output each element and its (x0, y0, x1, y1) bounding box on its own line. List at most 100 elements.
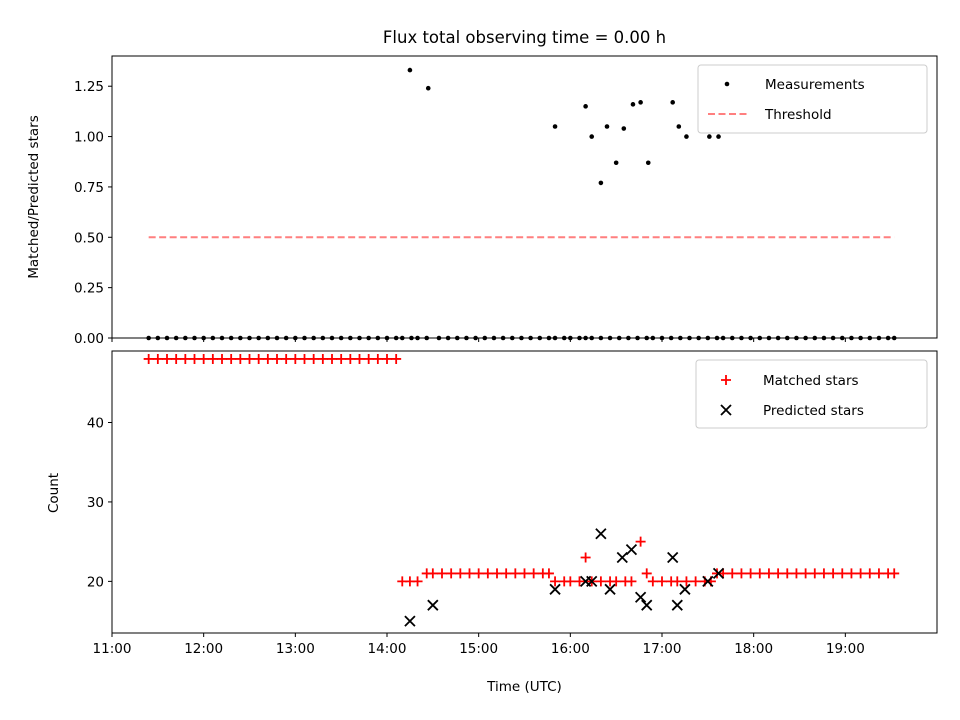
top-y-tick-label: 0.25 (74, 281, 104, 297)
matched-star-point (672, 576, 683, 587)
top-y-axis-label: Matched/Predicted stars (26, 115, 42, 278)
matched-star-point (492, 568, 502, 579)
matched-star-point (152, 353, 163, 364)
matched-star-point (727, 568, 738, 579)
matched-star-point (501, 568, 512, 579)
measurement-point (645, 160, 651, 166)
measurement-point (707, 134, 712, 139)
measurement-point (552, 124, 558, 129)
matched-star-point (681, 576, 692, 587)
matched-star-point (372, 353, 383, 364)
matched-star-point (253, 353, 264, 364)
matched-star-point (809, 568, 820, 579)
matched-star-point (800, 568, 811, 579)
legend-predicted-label: Predicted stars (763, 403, 864, 419)
matched-star-point (846, 568, 857, 579)
matched-star-point (226, 353, 237, 364)
matched-star-point (473, 568, 484, 579)
matched-star-point (626, 576, 637, 587)
bottom-data-marks (143, 353, 900, 627)
matched-star-point (207, 353, 218, 364)
predicted-star-point (604, 583, 616, 595)
bottom-y-axis-label: Count (46, 473, 62, 513)
matched-star-point (543, 568, 554, 579)
legend-measurements-marker (724, 81, 730, 87)
matched-star-point (873, 568, 884, 579)
matched-star-point (889, 568, 900, 579)
matched-star-point (595, 576, 606, 587)
top-legend: Measurements Threshold (697, 64, 928, 134)
matched-star-point (345, 353, 356, 364)
matched-star-point (773, 568, 784, 579)
top-y-tick-label: 0.00 (74, 331, 104, 347)
top-y-tick-label: 1.00 (74, 130, 104, 146)
measurement-point (407, 67, 413, 73)
matched-star-point (482, 568, 493, 579)
matched-star-point (437, 568, 447, 579)
predicted-star-point (586, 575, 598, 588)
matched-star-point (855, 568, 866, 579)
predicted-star-point (641, 599, 653, 611)
predicted-star-point (634, 591, 647, 603)
bottom-panel: Count Time (UTC) 20 30 40 11:00 12:00 13:00 14… (46, 350, 938, 695)
legend-measurements-label: Measurements (765, 77, 865, 93)
matched-star-point (745, 568, 756, 579)
matched-star-point (143, 353, 154, 364)
top-chart-title: Flux total observing time = 0.00 h (383, 28, 666, 47)
x-tick-label: 11:00 (93, 641, 132, 657)
measurement-point (613, 160, 619, 166)
predicted-star-point (549, 583, 561, 595)
matched-star-point (635, 536, 646, 547)
measurement-point (638, 100, 643, 105)
matched-star-point (791, 568, 802, 579)
matched-star-point (690, 576, 701, 587)
matched-star-point (427, 568, 438, 579)
top-y-tick-label: 1.25 (74, 79, 104, 95)
x-axis-label: Time (UTC) (486, 679, 562, 695)
predicted-star-point (702, 575, 714, 588)
measurement-point (684, 134, 689, 139)
matched-star-point (818, 568, 829, 579)
measurement-point (598, 180, 604, 186)
matched-star-point (550, 576, 561, 587)
matched-star-point (235, 353, 246, 364)
matched-star-point (308, 353, 319, 364)
predicted-star-point (679, 583, 691, 595)
legend-matched-marker (721, 375, 731, 385)
x-tick-label: 14:00 (368, 641, 407, 657)
top-panel: Flux total observing time = 0.00 h Match… (26, 28, 938, 347)
predicted-star-point (625, 543, 638, 556)
bottom-axes-frame (111, 350, 938, 634)
x-tick-label: 19:00 (826, 641, 865, 657)
matched-star-point (528, 568, 539, 579)
measurement-point (589, 134, 595, 139)
matched-star-point (171, 353, 182, 364)
matched-star-point (736, 568, 747, 579)
top-ticks: 0.00 0.25 0.50 0.75 1.00 1.25 (74, 79, 846, 347)
matched-star-point (336, 353, 347, 364)
matched-star-point (317, 353, 328, 364)
bottom-legend: Matched stars Predicted stars (695, 359, 928, 429)
top-legend-box (697, 64, 928, 134)
bottom-ticks: 20 30 40 11:00 12:00 13:00 14:00 15:00 16:00 17:0… (87, 415, 865, 657)
top-axes-frame (111, 55, 938, 339)
x-tick-label: 18:00 (734, 641, 773, 657)
bottom-y-tick-label: 30 (87, 495, 104, 511)
matched-star-point (299, 353, 310, 364)
bottom-legend-box (695, 359, 928, 429)
x-tick-label: 16:00 (551, 641, 590, 657)
legend-predicted-marker (720, 404, 732, 416)
matched-star-point (244, 353, 255, 364)
x-tick-label: 15:00 (459, 641, 498, 657)
bottom-y-tick-label: 20 (87, 574, 104, 590)
x-tick-label: 12:00 (184, 641, 223, 657)
predicted-star-point (667, 551, 679, 564)
matched-star-point (782, 568, 793, 579)
legend-matched-label: Matched stars (763, 373, 859, 389)
matched-star-point (828, 568, 839, 579)
matched-star-point (189, 353, 200, 364)
predicted-star-point (595, 528, 607, 540)
predicted-star-point (712, 567, 725, 580)
predicted-star-point (427, 599, 439, 611)
matched-star-point (290, 353, 301, 364)
